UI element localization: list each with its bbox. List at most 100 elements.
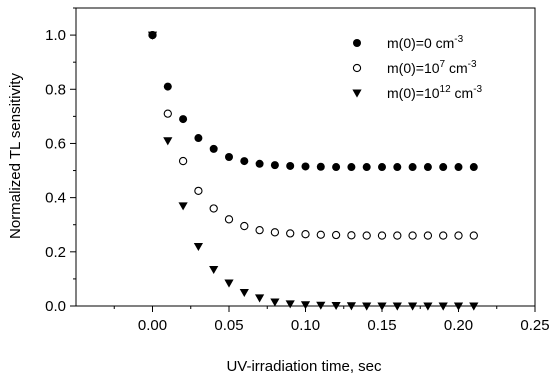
- data-point: [316, 301, 326, 310]
- data-point: [240, 221, 249, 231]
- data-point: [346, 302, 356, 311]
- data-point: [362, 231, 371, 240]
- data-point: [378, 163, 386, 172]
- axis-tick-labels: 0.00 0.05 0.10 0.15 0.20 0.25 0.0 0.2 0.4 0.6 0.8 1…: [45, 27, 549, 334]
- legend-entry: m(0)=107 cm-3: [387, 59, 477, 76]
- data-point: [300, 301, 311, 310]
- x-tick-label: 0.20: [444, 317, 473, 334]
- legend-text: m(0)=10: [387, 60, 440, 76]
- legend-text: cm: [451, 85, 474, 101]
- data-point: [331, 302, 341, 311]
- y-tick-label: 0.4: [45, 190, 66, 207]
- legend: m(0)=0 cm-3m(0)=107 cm-3m(0)=1012 cm-3: [352, 34, 483, 101]
- y-tick-label: 0.8: [45, 81, 66, 98]
- data-point: [255, 225, 264, 235]
- data-point: [255, 294, 265, 303]
- data-point: [209, 265, 219, 275]
- data-point: [392, 302, 402, 311]
- x-tick-label: 0.00: [138, 317, 167, 334]
- data-point: [454, 231, 463, 240]
- x-tick-label: 0.05: [214, 317, 243, 334]
- x-tick-label: 0.25: [520, 317, 549, 334]
- y-axis-label: Normalized TL sensitivity: [7, 73, 24, 239]
- x-tick-label: 0.10: [291, 317, 320, 334]
- data-point: [331, 230, 341, 240]
- legend-superscript: 12: [440, 84, 452, 95]
- legend-entry: m(0)=1012 cm-3: [387, 84, 483, 101]
- data-point: [393, 231, 402, 240]
- data-point: [301, 162, 310, 171]
- data-point: [469, 302, 479, 311]
- data-point: [178, 156, 188, 166]
- data-point: [453, 302, 464, 311]
- data-point: [408, 302, 418, 311]
- data-point: [194, 186, 203, 196]
- data-point: [347, 163, 356, 172]
- legend-marker: [352, 63, 362, 73]
- data-point: [438, 302, 448, 311]
- x-axis-label: UV-irradiation time, sec: [226, 358, 382, 375]
- data-point: [454, 163, 463, 172]
- legend-text: m(0)=0 cm: [387, 35, 454, 51]
- data-point: [148, 31, 157, 40]
- data-point: [285, 300, 295, 309]
- data-point: [316, 162, 325, 171]
- data-point: [270, 298, 280, 307]
- data-point: [178, 202, 188, 211]
- data-point: [423, 302, 433, 311]
- x-tick-label: 0.15: [367, 317, 396, 334]
- data-point: [393, 163, 402, 172]
- data-point: [377, 231, 387, 240]
- data-point: [224, 279, 234, 288]
- data-point: [194, 134, 203, 143]
- data-point: [286, 161, 295, 170]
- data-point: [362, 163, 371, 172]
- data-point: [362, 302, 372, 311]
- data-point: [224, 215, 234, 224]
- data-point: [408, 163, 417, 172]
- data-point: [377, 302, 387, 311]
- legend-superscript: -3: [473, 84, 482, 95]
- data-point: [240, 157, 249, 166]
- data-point: [439, 231, 448, 240]
- legend-marker: [352, 89, 362, 98]
- data-point: [209, 204, 218, 213]
- series-1: [148, 31, 478, 172]
- legend-superscript: -3: [468, 59, 477, 70]
- data-point: [469, 231, 478, 240]
- data-point: [255, 159, 264, 168]
- data-point: [179, 115, 188, 124]
- data-point: [439, 163, 448, 172]
- data-point: [347, 231, 356, 240]
- data-point: [301, 230, 310, 239]
- data-point: [286, 229, 295, 238]
- data-point: [193, 242, 203, 251]
- y-tick-label: 0.2: [45, 244, 66, 261]
- data-point: [163, 137, 173, 146]
- axis-ticks: [70, 7, 536, 312]
- y-tick-label: 0.0: [45, 298, 66, 315]
- legend-marker: [353, 39, 361, 47]
- data-point: [225, 153, 233, 161]
- data-point: [270, 161, 279, 170]
- data-point: [163, 109, 172, 118]
- data-point: [163, 82, 172, 91]
- data-point: [332, 163, 341, 172]
- legend-entry: m(0)=0 cm-3: [387, 34, 464, 51]
- legend-superscript: -3: [454, 34, 463, 45]
- data-point: [316, 230, 325, 239]
- data-point: [270, 228, 280, 237]
- y-tick-label: 0.6: [45, 135, 66, 152]
- data-markers: [147, 30, 479, 311]
- data-point: [239, 289, 249, 298]
- data-point: [469, 163, 478, 172]
- y-tick-label: 1.0: [45, 27, 66, 44]
- legend-text: cm: [445, 60, 468, 76]
- data-point: [423, 163, 432, 172]
- legend-text: m(0)=10: [387, 85, 440, 101]
- data-point: [423, 231, 433, 240]
- plot-frame: [75, 7, 536, 307]
- data-point: [408, 231, 417, 240]
- legend-superscript: 7: [440, 59, 446, 70]
